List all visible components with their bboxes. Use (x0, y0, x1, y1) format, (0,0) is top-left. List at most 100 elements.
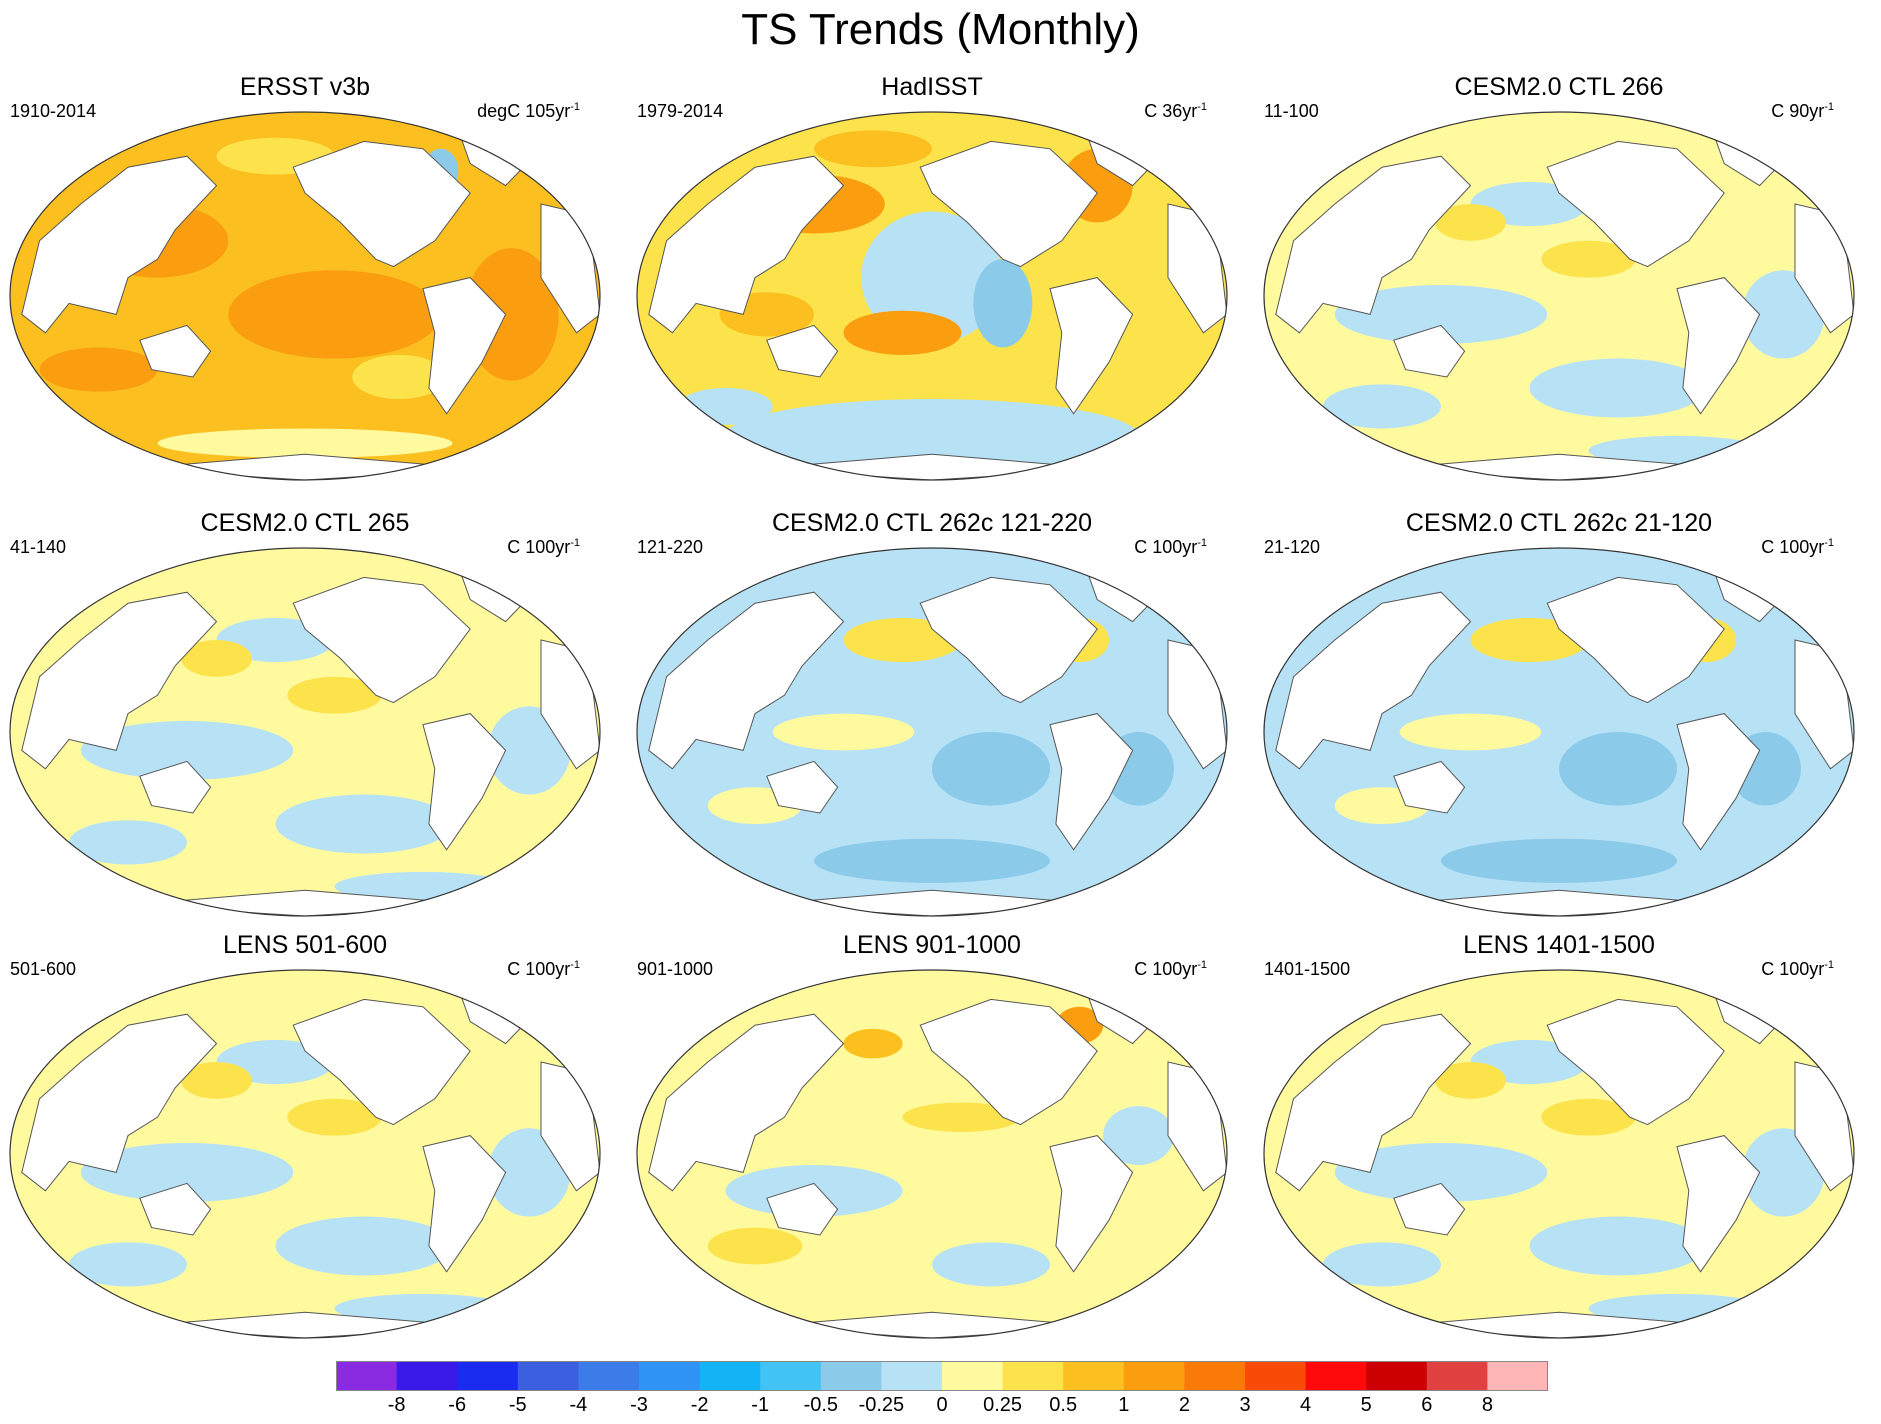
trend-anomaly-region (181, 1062, 252, 1099)
map-border (9, 547, 601, 917)
colorbar (336, 1361, 1548, 1391)
trend-anomaly-region (287, 1098, 382, 1136)
trend-anomaly-region (861, 211, 1003, 344)
land-mass (1049, 277, 1134, 415)
colorbar-swatch (1487, 1361, 1548, 1391)
colorbar-swatch (639, 1361, 701, 1391)
panel-title: CESM2.0 CTL 262c 21-120 (1405, 509, 1713, 537)
colorbar-tick-label: -5 (508, 1394, 527, 1416)
trend-anomaly-region (1323, 384, 1441, 429)
colorbar-tick-label: 5 (1360, 1394, 1372, 1416)
panel-title: ERSST v3b (239, 73, 371, 101)
colorbar-swatch (517, 1361, 579, 1391)
trend-anomaly-region (181, 640, 252, 677)
colorbar-tick-label: -2 (690, 1394, 709, 1416)
units-label: C 36yr-1 (1144, 101, 1207, 121)
trend-anomaly-region (1323, 1242, 1441, 1287)
land-mass (1393, 760, 1466, 814)
colorbar-tick-label: -8 (387, 1394, 406, 1416)
units-label: degC 105yr-1 (477, 101, 580, 121)
trend-anomaly-region (1529, 358, 1707, 418)
units-label: C 90yr-1 (1771, 101, 1834, 121)
map-border (1263, 547, 1855, 917)
period-label: 501-600 (10, 959, 77, 979)
colorbar-swatch (1123, 1361, 1185, 1391)
robinson-map (636, 547, 1228, 917)
trend-anomaly-region (69, 820, 187, 865)
land-mass (21, 155, 218, 334)
panel-title: LENS 501-600 (222, 931, 387, 959)
land-mass (1676, 713, 1761, 851)
trend-anomaly-region (932, 732, 1050, 806)
colorbar-swatch (336, 1361, 398, 1391)
land-mass (292, 140, 471, 268)
map-border (1263, 969, 1855, 1339)
map-border (9, 969, 601, 1339)
trend-anomaly-region (902, 1102, 1021, 1132)
map-panel: CESM2.0 CTL 262c 121-220 121-220 C 100yr-1 (627, 508, 1237, 928)
trend-anomaly-region (1529, 1216, 1707, 1276)
map-panel: HadISST 1979-2014 C 36yr-1 (627, 72, 1237, 492)
colorbar-tick-label: -1 (751, 1394, 770, 1416)
colorbar-tick-label: 0.5 (1049, 1394, 1078, 1416)
colorbar-tick-label: 4 (1300, 1394, 1312, 1416)
panel-title: CESM2.0 CTL 266 (1454, 73, 1664, 101)
trend-anomaly-region (932, 1242, 1050, 1287)
land-mass (648, 591, 845, 770)
trend-anomaly-region (843, 1028, 903, 1059)
land-mass (766, 760, 839, 814)
map-border (1263, 111, 1855, 481)
land-mass (648, 1013, 845, 1192)
trend-anomaly-region (1435, 1062, 1506, 1099)
period-label: 41-140 (10, 537, 67, 557)
trend-anomaly-region (1541, 240, 1636, 278)
map-border (636, 969, 1228, 1339)
colorbar-swatch (1426, 1361, 1488, 1391)
colorbar-tick-label: 6 (1421, 1394, 1433, 1416)
period-label: 21-120 (1264, 537, 1321, 557)
colorbar-tick-label: -0.25 (858, 1394, 905, 1416)
trend-anomaly-region (707, 1227, 803, 1265)
trend-anomaly-region (275, 1216, 453, 1276)
land-mass (919, 140, 1098, 268)
units-label: C 100yr-1 (1134, 959, 1207, 979)
panel-title: CESM2.0 CTL 265 (200, 509, 410, 537)
colorbar-swatch (1063, 1361, 1125, 1391)
trend-anomaly-region (1441, 838, 1677, 883)
land-mass (766, 324, 839, 378)
period-label: 11-100 (1264, 101, 1319, 121)
map-panel: ERSST v3b 1910-2014 degC 105yr-1 (0, 72, 610, 492)
panel-title: LENS 1401-1500 (1463, 931, 1655, 959)
units-label: C 100yr-1 (507, 537, 580, 557)
colorbar-swatch (1002, 1361, 1064, 1391)
trend-anomaly-region (80, 1142, 294, 1202)
colorbar-swatch (942, 1361, 1004, 1391)
land-mass (1676, 1135, 1761, 1273)
land-mass (292, 576, 471, 704)
land-mass (1275, 155, 1472, 334)
colorbar-swatch (820, 1361, 882, 1391)
trend-anomaly-region (725, 399, 1139, 473)
map-panel: LENS 1401-1500 1401-1500 C 100yr-1 (1254, 930, 1864, 1350)
land-mass (1546, 140, 1725, 268)
colorbar-tick-label: 3 (1239, 1394, 1251, 1416)
land-mass (1049, 1135, 1134, 1273)
trend-anomaly-region (678, 388, 773, 425)
map-border (9, 111, 601, 481)
colorbar-swatch (396, 1361, 458, 1391)
land-mass (1275, 1013, 1472, 1192)
period-label: 121-220 (637, 537, 704, 557)
trend-anomaly-region (843, 310, 962, 355)
trend-anomaly-region (973, 259, 1033, 348)
colorbar-tick-label: -4 (569, 1394, 588, 1416)
period-label: 901-1000 (637, 959, 714, 979)
land-mass (21, 1013, 218, 1192)
trend-anomaly-region (1399, 713, 1542, 751)
map-panel: LENS 901-1000 901-1000 C 100yr-1 (627, 930, 1237, 1350)
colorbar-tick-label: 8 (1481, 1394, 1493, 1416)
trend-anomaly-region (275, 794, 453, 854)
land-mass (919, 576, 1098, 704)
map-border (636, 111, 1228, 481)
trend-anomaly-region (228, 270, 441, 359)
colorbar-outline (336, 1361, 1548, 1391)
